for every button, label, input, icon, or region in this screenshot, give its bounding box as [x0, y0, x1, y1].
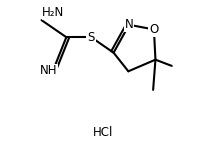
- Text: H₂N: H₂N: [42, 6, 65, 19]
- Text: NH: NH: [40, 64, 57, 77]
- Text: S: S: [88, 31, 95, 44]
- Text: HCl: HCl: [93, 126, 113, 139]
- Text: N: N: [125, 18, 133, 31]
- Text: O: O: [149, 23, 158, 36]
